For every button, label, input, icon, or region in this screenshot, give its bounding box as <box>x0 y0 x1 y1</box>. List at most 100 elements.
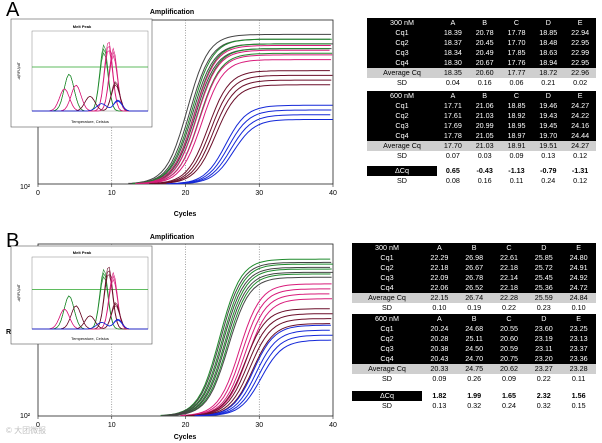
table-cell: 0.02 <box>564 78 596 88</box>
table-cell: 1.82 <box>422 391 457 401</box>
table-cell: SD <box>352 303 422 313</box>
x-tick-label: 40 <box>329 190 337 197</box>
table-cell: 18.63 <box>532 48 565 58</box>
melt-curve <box>32 320 148 330</box>
amplification-curve <box>199 334 333 417</box>
table-cell: D <box>532 91 565 101</box>
table-cell: 0.13 <box>422 401 457 411</box>
amplification-curve <box>156 84 331 185</box>
table-cell: 18.72 <box>532 68 565 78</box>
table-cell: 0.03 <box>468 151 501 161</box>
table-cell: Average Cq <box>352 364 422 374</box>
table-cell: 23.60 <box>526 324 562 334</box>
table-cell: SD <box>352 401 422 411</box>
table-cell: Cq2 <box>352 263 422 273</box>
table-cell: 22.28 <box>491 293 527 303</box>
table-cell: 23.25 <box>561 324 596 334</box>
table-cell: 0.09 <box>500 151 533 161</box>
panel-a: A Amplification 0 10 20 30 40 10² Cycles Mel… <box>6 0 337 218</box>
x-ticks: 0 10 20 30 40 <box>36 416 337 429</box>
table-cell: B <box>468 18 501 28</box>
table-cell: 20.99 <box>468 121 501 131</box>
table-row: Cq4 18.30 20.67 17.76 18.94 22.95 <box>367 58 596 68</box>
table-row: Cq1 20.24 24.68 20.55 23.60 23.25 <box>352 324 596 334</box>
table-cell: C <box>491 314 527 324</box>
table-cell: 20.78 <box>468 28 501 38</box>
table-cell: 20.49 <box>468 48 501 58</box>
table-cell: 24.68 <box>456 324 492 334</box>
table-cell: B <box>456 243 492 253</box>
table-cell: 22.95 <box>564 38 596 48</box>
amplification-curve <box>140 52 333 184</box>
table-cell: Cq2 <box>352 334 422 344</box>
table-cell: 0.10 <box>422 303 457 313</box>
amplification-curve <box>202 339 332 417</box>
delta-cq-table: ΔCq 1.82 1.99 1.65 2.32 1.56 SD 0.13 0.32 0.24 0.3… <box>352 391 596 411</box>
amplification-curve <box>194 324 331 417</box>
table-cell: 24.84 <box>561 293 596 303</box>
amplification-curve <box>135 45 331 184</box>
amplification-curve <box>165 268 332 416</box>
amplification-curve <box>143 59 332 184</box>
table-cell: 0.06 <box>500 78 533 88</box>
amplification-curve <box>169 109 332 185</box>
table-cell: 17.78 <box>437 131 469 141</box>
table-cell: 24.70 <box>456 354 492 364</box>
table-cell: 18.35 <box>437 68 469 78</box>
table-cell: -1.13 <box>500 166 533 176</box>
amplification-curve <box>132 38 332 184</box>
table-cell: 17.76 <box>500 58 533 68</box>
melt-peak-curves <box>32 266 148 330</box>
x-tick-label: 30 <box>255 422 263 429</box>
table-cell: 17.85 <box>500 48 533 58</box>
table-cell: 20.75 <box>491 354 527 364</box>
table-cell: 20.33 <box>422 364 457 374</box>
table-cell: Cq3 <box>367 121 437 131</box>
table-cell: 0.19 <box>456 303 492 313</box>
table-cell: 22.29 <box>422 253 457 263</box>
table-cell: 300 nM <box>367 18 437 28</box>
table-cell: D <box>526 243 562 253</box>
table-cell: 0.11 <box>561 374 596 384</box>
table-cell: 17.61 <box>437 111 469 121</box>
table-cell: A <box>437 91 469 101</box>
table-cell: 21.03 <box>468 141 501 151</box>
table-cell: 18.85 <box>532 28 565 38</box>
table-cell: 18.85 <box>500 101 533 111</box>
table-cell: 17.70 <box>500 38 533 48</box>
table-cell: 22.18 <box>491 283 527 293</box>
table-cell: 18.94 <box>532 58 565 68</box>
table-cell: 22.95 <box>564 58 596 68</box>
table-cell: 20.60 <box>491 334 527 344</box>
table-cell: Cq3 <box>352 344 422 354</box>
amplification-curve <box>149 70 330 185</box>
table-cell: 21.06 <box>468 101 501 111</box>
table-cell: Cq4 <box>367 131 437 141</box>
table-cell: 0.08 <box>437 176 469 186</box>
table-cell: 22.15 <box>422 293 457 303</box>
table-cell: 0.26 <box>456 374 492 384</box>
table-cell: B <box>468 91 501 101</box>
table-cell: 19.46 <box>532 101 565 111</box>
inset-title: Melt Peak <box>73 250 92 255</box>
amplification-curve <box>135 43 331 184</box>
table-cell: 18.48 <box>532 38 565 48</box>
melt-curve <box>32 101 148 112</box>
amplification-curve <box>185 308 330 417</box>
amplification-curve <box>136 48 332 184</box>
table-cell: 19.51 <box>532 141 565 151</box>
x-ticks: 0 10 20 30 40 <box>36 184 337 197</box>
average-row: Average Cq 17.70 21.03 18.91 19.51 24.27 <box>367 141 596 151</box>
table-cell: Cq2 <box>367 38 437 48</box>
table-cell: 600 nM <box>352 314 422 324</box>
table-cell: -1.31 <box>564 166 596 176</box>
delta-sd-row: SD 0.08 0.16 0.11 0.24 0.12 <box>367 176 596 186</box>
sd-row: SD 0.10 0.19 0.22 0.23 0.10 <box>352 303 596 313</box>
amplification-curve <box>180 283 332 416</box>
table-row: Cq1 17.71 21.06 18.85 19.46 24.27 <box>367 101 596 111</box>
table-cell: Cq4 <box>367 58 437 68</box>
amplification-curve <box>171 114 331 185</box>
table-cell: Cq1 <box>352 253 422 263</box>
inset-x-label: Temperature, Celsius <box>71 119 109 124</box>
table-cell: 0.22 <box>526 374 562 384</box>
